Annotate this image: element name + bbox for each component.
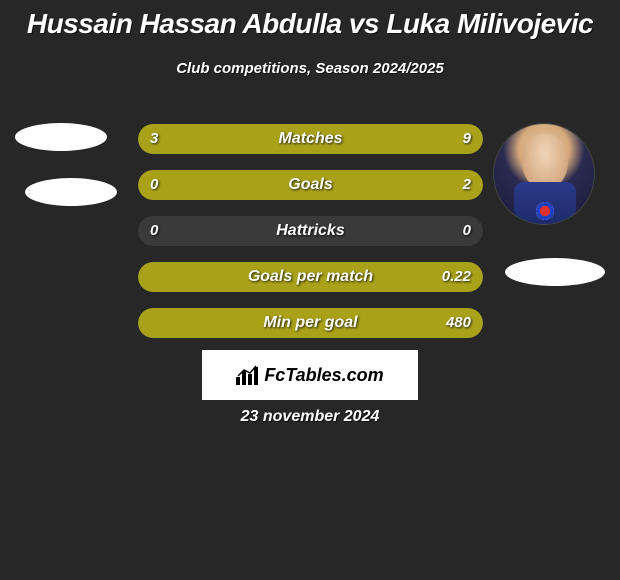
avatar-left-placeholder-2 — [25, 178, 117, 206]
stat-row: 00Hattricks — [138, 216, 483, 246]
page-title: Hussain Hassan Abdulla vs Luka Milivojev… — [0, 0, 620, 40]
logo-text: FcTables.com — [264, 365, 383, 386]
stat-label: Matches — [138, 124, 483, 154]
stat-label: Min per goal — [138, 308, 483, 338]
bar-chart-icon — [236, 365, 258, 385]
avatar-right-shadow — [505, 258, 605, 286]
stat-label: Hattricks — [138, 216, 483, 246]
stats-bars: 39Matches 02Goals 00Hattricks 0.22Goals per… — [138, 124, 483, 354]
fctables-logo: FcTables.com — [202, 350, 418, 400]
date-text: 23 november 2024 — [0, 408, 620, 426]
avatar-right — [493, 123, 595, 225]
avatar-left-placeholder-1 — [15, 123, 107, 151]
stat-row: 02Goals — [138, 170, 483, 200]
stat-row: 39Matches — [138, 124, 483, 154]
stat-row: 480Min per goal — [138, 308, 483, 338]
stat-label: Goals — [138, 170, 483, 200]
club-crest-icon — [536, 202, 554, 220]
stat-row: 0.22Goals per match — [138, 262, 483, 292]
stat-label: Goals per match — [138, 262, 483, 292]
subtitle: Club competitions, Season 2024/2025 — [0, 60, 620, 77]
